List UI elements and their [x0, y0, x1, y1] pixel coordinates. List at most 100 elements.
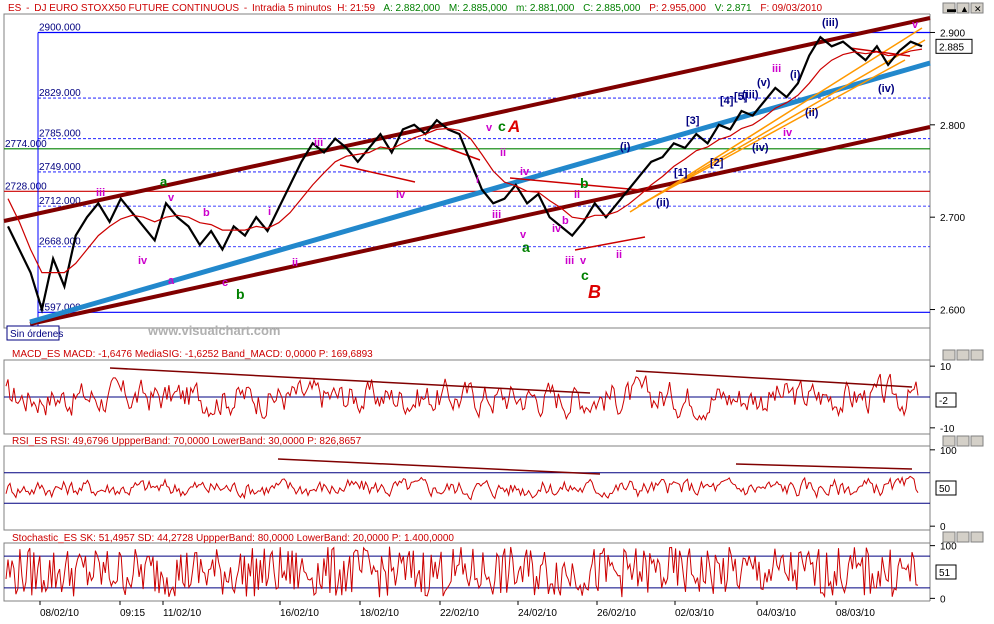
price-tick-label: 2.800	[940, 121, 965, 132]
wave-label: iv	[396, 189, 406, 201]
oscillator-trendline	[277, 458, 601, 475]
wave-label: c	[222, 277, 228, 289]
trend-channels	[3, 16, 931, 326]
fan-line-lower	[644, 59, 906, 203]
header-symbol: ES	[8, 3, 22, 14]
wave-label: v	[580, 255, 587, 267]
x-tick-label: 02/03/10	[675, 608, 714, 619]
stoch-minimize-button[interactable]	[942, 531, 956, 543]
price-tick-label: 2.700	[940, 213, 965, 224]
wave-label: ii	[500, 147, 506, 159]
oscillator-trendline	[109, 367, 591, 394]
price-tick-label: 2.900	[940, 28, 965, 39]
oscillator-line	[5, 475, 919, 501]
stoch-close-button[interactable]	[970, 531, 984, 543]
oscillator-tick-label: 100	[940, 446, 957, 457]
wave-label: v	[168, 192, 175, 204]
wave-label: v	[486, 122, 493, 134]
wave-label: b	[236, 286, 245, 302]
macd-panel-controls	[942, 349, 984, 361]
wave-label: [1]	[674, 167, 688, 179]
header-line: ES - DJ EURO STOXX50 FUTURE CONTINUOUS -…	[8, 3, 823, 14]
oscillator-last-box	[935, 392, 957, 408]
stoch-maximize-button[interactable]	[956, 531, 970, 543]
oscillator-tick-label: 0	[940, 594, 946, 605]
wave-label: [2]	[710, 157, 724, 169]
level-label: 2668.000	[39, 237, 81, 248]
oscillator-line	[5, 546, 919, 599]
watermark: www.visualchart.com	[147, 323, 280, 338]
close-panel-button[interactable]	[970, 2, 984, 14]
oscillator-last-box	[935, 480, 957, 496]
header-p: P: 2.955,000	[649, 3, 706, 14]
wave-label: iii	[772, 63, 781, 75]
close-icon: ✕	[974, 4, 982, 14]
minimize-icon: ▬	[947, 4, 956, 14]
wave-label: A	[507, 117, 520, 136]
oscillator-last-label: 50	[939, 484, 951, 495]
x-axis: 08/02/10 09:15 11/02/10 16/02/10 18/02/10 22/…	[39, 601, 875, 619]
wave-label: (i)	[620, 141, 631, 153]
macd-close-button[interactable]	[970, 349, 984, 361]
orders-button[interactable]	[6, 325, 60, 341]
level-label: 2829.000	[39, 88, 81, 99]
wave-label: b	[562, 215, 569, 227]
rsi-panel-frame	[3, 445, 931, 531]
oscillator-trendline	[735, 463, 913, 470]
wave-label: iii	[314, 137, 323, 149]
rsi-maximize-button[interactable]	[956, 435, 970, 447]
level-label: 2774.000	[5, 139, 47, 150]
wave-label: c	[498, 118, 506, 134]
fan-line-upper	[629, 27, 923, 213]
level-label: 2749.000	[39, 162, 81, 173]
stochastic-panel-controls	[942, 531, 984, 543]
wave-label: (ii)	[656, 197, 670, 209]
support-segment	[574, 236, 646, 251]
minimize-button[interactable]	[942, 2, 956, 14]
x-tick-label: 11/02/10	[163, 608, 202, 619]
price-tick-label: 2.600	[940, 306, 965, 317]
wave-label: iii	[492, 209, 501, 221]
header-low: m: 2.881,000	[516, 3, 575, 14]
header-dash-2: -	[244, 3, 247, 14]
wave-label: [4]	[720, 95, 734, 107]
lower-channel-line	[29, 125, 931, 326]
wave-label: a	[168, 275, 175, 287]
x-tick-label: 08/03/10	[836, 608, 875, 619]
oscillator-line	[5, 373, 919, 421]
price-series	[7, 35, 923, 314]
x-tick-label: 16/02/10	[280, 608, 319, 619]
price-panel-controls: ▬ ▲ ✕	[942, 2, 984, 14]
oscillator-last-box	[935, 564, 957, 580]
price-line	[7, 35, 923, 314]
macd-maximize-button[interactable]	[956, 349, 970, 361]
rsi-title: RSI_ES RSI: 49,6796 UppperBand: 70,0000 …	[12, 436, 362, 447]
header-dash: -	[26, 3, 29, 14]
wave-label: a	[522, 239, 530, 255]
wave-label: v	[912, 19, 919, 31]
oscillator-tick-label: -10	[940, 424, 955, 435]
maximize-button[interactable]	[956, 2, 970, 14]
level-label: 2712.000	[39, 196, 81, 207]
wave-label: iv	[783, 127, 793, 139]
oscillator-tick-label: 10	[940, 362, 952, 373]
resistance-segment-1	[339, 164, 416, 183]
level-label: 2728.000	[5, 181, 47, 192]
stochastic-title: Stochastic_ES SK: 51,4957 SD: 44,2728 Up…	[12, 533, 454, 544]
x-tick-label: 22/02/10	[440, 608, 479, 619]
wave-label: (ii)	[805, 107, 819, 119]
rsi-minimize-button[interactable]	[942, 435, 956, 447]
wave-label: iii	[565, 255, 574, 267]
wave-label: (iv)	[878, 83, 895, 95]
x-tick-label: 09:15	[120, 608, 145, 619]
rsi-close-button[interactable]	[970, 435, 984, 447]
orders-button-label: Sin órdenes	[10, 329, 63, 340]
oscillator-trendline	[635, 370, 913, 388]
level-label: 2597.000	[39, 302, 81, 313]
macd-minimize-button[interactable]	[942, 349, 956, 361]
rsi-panel-controls	[942, 435, 984, 447]
oscillator-last-label: -2	[939, 396, 948, 407]
